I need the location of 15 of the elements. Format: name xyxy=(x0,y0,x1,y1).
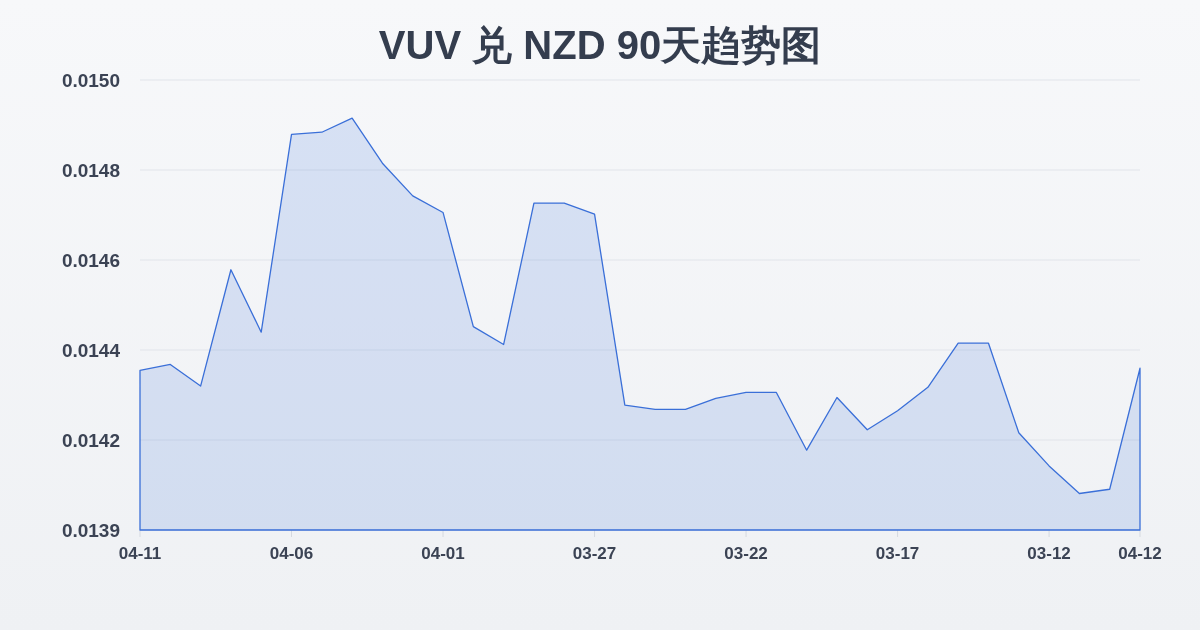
x-tick-label: 04-12 xyxy=(1118,543,1162,563)
y-tick-label: 0.0144 xyxy=(61,339,121,361)
y-tick-label: 0.0146 xyxy=(61,249,120,271)
x-tick-label: 04-11 xyxy=(118,543,162,563)
y-tick-label: 0.0148 xyxy=(61,159,120,181)
x-tick-label: 03-27 xyxy=(572,543,617,563)
x-tick-label: 04-06 xyxy=(269,543,314,563)
y-tick-label: 0.0139 xyxy=(61,519,120,541)
x-tick-label: 03-12 xyxy=(1027,543,1071,563)
x-tick-label: 04-01 xyxy=(421,543,465,563)
x-tick-label: 03-22 xyxy=(724,543,768,563)
chart-title: VUV 兑 NZD 90天趋势图 xyxy=(378,23,822,67)
y-tick-label: 0.0142 xyxy=(61,429,120,451)
y-tick-label: 0.0150 xyxy=(61,69,120,91)
x-tick-label: 03-17 xyxy=(875,543,920,563)
